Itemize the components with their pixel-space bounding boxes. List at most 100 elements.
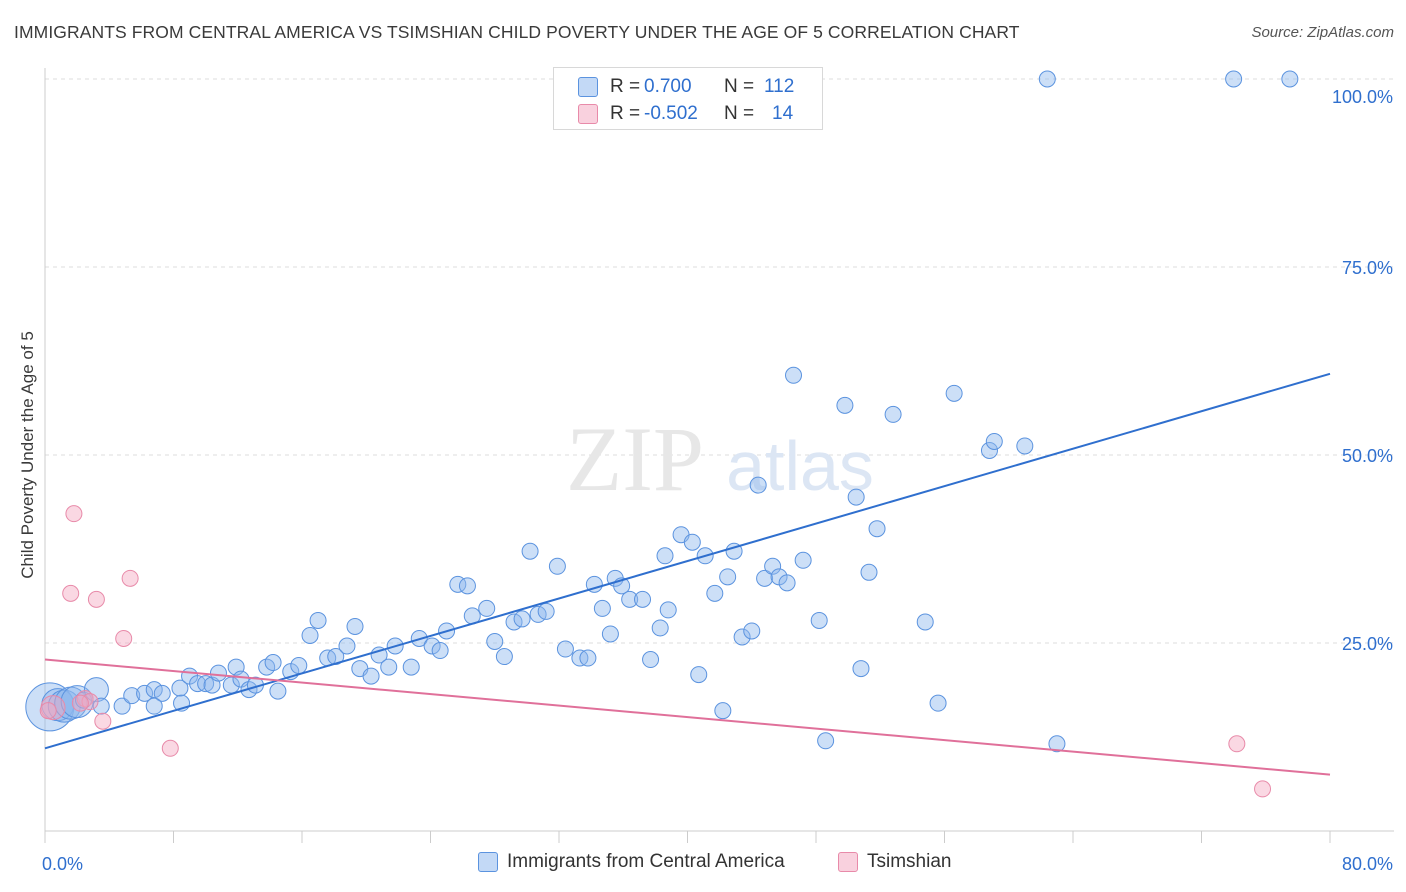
- data-point-central-america: [269, 682, 287, 700]
- data-point-central-america: [749, 476, 767, 494]
- data-point-central-america: [486, 632, 504, 650]
- data-point-central-america: [145, 697, 163, 715]
- data-point-central-america: [1281, 70, 1299, 88]
- data-point-central-america: [301, 626, 319, 644]
- data-point-tsimshian: [65, 505, 83, 523]
- data-point-central-america: [513, 610, 531, 628]
- data-point-central-america: [47, 689, 81, 723]
- data-point-tsimshian: [62, 584, 80, 602]
- r-value: 0.700: [644, 76, 692, 97]
- tick-labels: 100.0% 75.0% 50.0% 25.0% 0.0% 80.0%: [42, 87, 1393, 874]
- data-point-central-america: [423, 637, 441, 655]
- stats-row-central-america: R = 0.700 N = 112: [578, 74, 794, 100]
- r-label: R =: [610, 76, 641, 97]
- legend-swatch: [838, 852, 858, 872]
- trend-lines: [44, 372, 1331, 776]
- data-point-central-america: [785, 366, 803, 384]
- watermark: ZIP atlas: [566, 408, 874, 510]
- data-point-central-america: [136, 684, 154, 702]
- data-point-central-america: [778, 574, 796, 592]
- stats-swatch: [578, 77, 598, 97]
- data-point-central-america: [794, 551, 812, 569]
- bottom-legend: Immigrants from Central America Tsimshia…: [0, 851, 1406, 879]
- legend-item-tsimshian: Tsimshian: [838, 851, 951, 873]
- data-point-central-america: [346, 617, 364, 635]
- data-point-tsimshian: [161, 739, 179, 757]
- data-point-tsimshian: [115, 629, 133, 647]
- legend-label: Tsimshian: [867, 851, 952, 872]
- data-point-central-america: [810, 611, 828, 629]
- stats-legend: R = 0.700 N = 112 R = -0.502 N = 14: [553, 67, 823, 130]
- gridlines: [45, 78, 1394, 644]
- data-point-central-america: [916, 613, 934, 631]
- data-point-central-america: [852, 660, 870, 678]
- r-label: R =: [610, 103, 641, 124]
- legend-label: Immigrants from Central America: [507, 851, 785, 872]
- data-point-central-america: [290, 657, 308, 675]
- data-point-central-america: [123, 687, 141, 705]
- data-point-central-america: [548, 557, 566, 575]
- chart-title: IMMIGRANTS FROM CENTRAL AMERICA VS TSIMS…: [14, 22, 1020, 42]
- data-point-central-america: [884, 405, 902, 423]
- x-tick-label: 80.0%: [1342, 854, 1393, 874]
- data-point-tsimshian: [71, 694, 89, 712]
- data-point-tsimshian: [76, 690, 94, 708]
- data-point-central-america: [521, 542, 539, 560]
- data-point-central-america: [209, 664, 227, 682]
- n-value: 112: [764, 76, 795, 97]
- data-point-central-america: [1048, 735, 1066, 753]
- data-point-central-america: [659, 601, 677, 619]
- data-point-central-america: [1016, 437, 1034, 455]
- data-point-central-america: [733, 628, 751, 646]
- data-point-tsimshian: [1228, 735, 1246, 753]
- source-label: Source: ZipAtlas.com: [1251, 24, 1394, 41]
- data-point-central-america: [985, 432, 1003, 450]
- data-point-central-america: [579, 649, 597, 667]
- data-point-central-america: [402, 658, 420, 676]
- data-point-central-america: [929, 694, 947, 712]
- watermark-zip: ZIP: [566, 408, 704, 510]
- data-point-central-america: [690, 666, 708, 684]
- data-point-central-america: [621, 590, 639, 608]
- y-tick-label: 75.0%: [1342, 258, 1393, 278]
- data-point-central-america: [980, 441, 998, 459]
- data-point-central-america: [593, 599, 611, 617]
- n-label: N =: [724, 103, 755, 124]
- trend-line-tsimshian: [44, 658, 1331, 776]
- data-point-central-america: [556, 640, 574, 658]
- data-point-central-america: [1225, 70, 1243, 88]
- data-point-central-america: [945, 384, 963, 402]
- data-point-central-america: [719, 568, 737, 586]
- data-point-central-america: [431, 642, 449, 660]
- data-point-central-america: [634, 590, 652, 608]
- stats-swatch: [578, 104, 598, 124]
- data-point-central-america: [380, 658, 398, 676]
- data-point-central-america: [309, 611, 327, 629]
- y-tick-label: 50.0%: [1342, 446, 1393, 466]
- data-point-central-america: [706, 584, 724, 602]
- y-tick-label: 100.0%: [1332, 87, 1393, 107]
- watermark-atlas: atlas: [726, 427, 874, 505]
- data-point-central-america: [478, 599, 496, 617]
- data-point-central-america: [92, 697, 110, 715]
- data-point-central-america: [145, 681, 163, 699]
- data-point-central-america: [197, 675, 215, 693]
- data-point-central-america: [537, 602, 555, 620]
- data-point-central-america: [264, 654, 282, 672]
- data-point-central-america: [642, 651, 660, 669]
- data-point-central-america: [756, 569, 774, 587]
- data-point-central-america: [338, 637, 356, 655]
- data-point-central-america: [601, 625, 619, 643]
- stats-row-tsimshian: R = -0.502 N = 14: [578, 101, 793, 127]
- data-point-central-america: [458, 577, 476, 595]
- data-point-central-america: [714, 702, 732, 720]
- data-point-tsimshian: [87, 590, 105, 608]
- data-point-central-america: [860, 563, 878, 581]
- x-tick-label: 0.0%: [42, 854, 83, 874]
- data-point-central-america: [1038, 70, 1056, 88]
- data-point-tsimshian: [1254, 780, 1272, 798]
- data-point-central-america: [171, 679, 189, 697]
- data-point-central-america: [153, 684, 171, 702]
- r-value: -0.502: [644, 103, 698, 124]
